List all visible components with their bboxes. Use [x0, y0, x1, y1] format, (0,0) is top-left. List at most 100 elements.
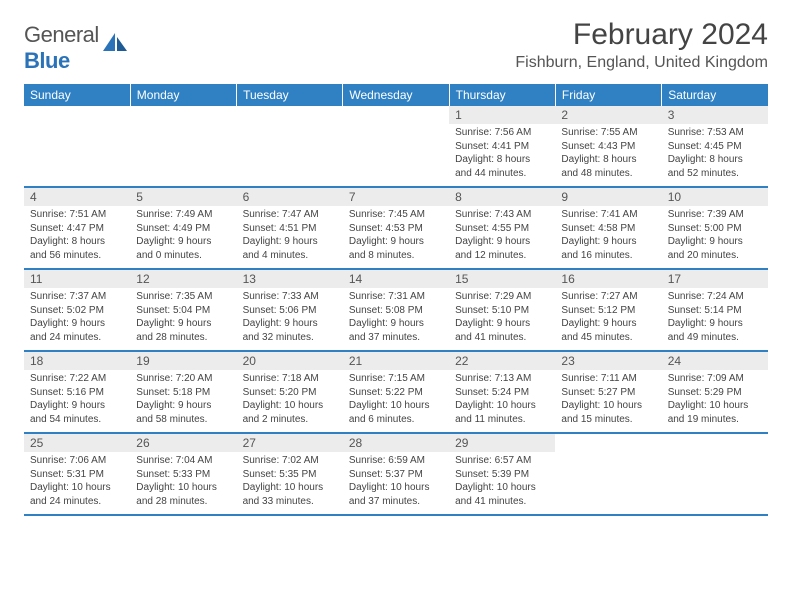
sunset-line: Sunset: 5:00 PM: [668, 222, 762, 236]
day-number: 22: [449, 352, 555, 370]
sunrise-line: Sunrise: 7:33 AM: [243, 290, 337, 304]
daylight-line: Daylight: 9 hours and 12 minutes.: [455, 235, 549, 262]
day-number: 8: [449, 188, 555, 206]
sunset-line: Sunset: 5:31 PM: [30, 468, 124, 482]
sunset-line: Sunset: 5:33 PM: [136, 468, 230, 482]
day-content: Sunrise: 7:49 AMSunset: 4:49 PMDaylight:…: [130, 206, 236, 268]
day-cell: 12Sunrise: 7:35 AMSunset: 5:04 PMDayligh…: [130, 269, 236, 351]
day-content: Sunrise: 7:35 AMSunset: 5:04 PMDaylight:…: [130, 288, 236, 350]
day-cell: [237, 106, 343, 187]
sunrise-line: Sunrise: 7:29 AM: [455, 290, 549, 304]
sunrise-line: Sunrise: 7:20 AM: [136, 372, 230, 386]
sunset-line: Sunset: 5:12 PM: [561, 304, 655, 318]
day-cell: 3Sunrise: 7:53 AMSunset: 4:45 PMDaylight…: [662, 106, 768, 187]
day-content: Sunrise: 7:45 AMSunset: 4:53 PMDaylight:…: [343, 206, 449, 268]
sunrise-line: Sunrise: 7:56 AM: [455, 126, 549, 140]
sunrise-line: Sunrise: 7:18 AM: [243, 372, 337, 386]
day-number: 24: [662, 352, 768, 370]
sunrise-line: Sunrise: 7:24 AM: [668, 290, 762, 304]
day-number: [343, 106, 449, 124]
day-content: Sunrise: 7:51 AMSunset: 4:47 PMDaylight:…: [24, 206, 130, 268]
sunset-line: Sunset: 5:02 PM: [30, 304, 124, 318]
week-row: 1Sunrise: 7:56 AMSunset: 4:41 PMDaylight…: [24, 106, 768, 187]
sunset-line: Sunset: 5:37 PM: [349, 468, 443, 482]
daylight-line: Daylight: 9 hours and 24 minutes.: [30, 317, 124, 344]
sunset-line: Sunset: 5:04 PM: [136, 304, 230, 318]
day-cell: 16Sunrise: 7:27 AMSunset: 5:12 PMDayligh…: [555, 269, 661, 351]
day-header-row: Sunday Monday Tuesday Wednesday Thursday…: [24, 84, 768, 106]
sunset-line: Sunset: 5:22 PM: [349, 386, 443, 400]
daylight-line: Daylight: 10 hours and 11 minutes.: [455, 399, 549, 426]
day-header-friday: Friday: [555, 84, 661, 106]
day-number: [130, 106, 236, 124]
day-number: 9: [555, 188, 661, 206]
day-number: [24, 106, 130, 124]
sunrise-line: Sunrise: 7:15 AM: [349, 372, 443, 386]
day-cell: 2Sunrise: 7:55 AMSunset: 4:43 PMDaylight…: [555, 106, 661, 187]
daylight-line: Daylight: 9 hours and 8 minutes.: [349, 235, 443, 262]
day-number: 26: [130, 434, 236, 452]
sunrise-line: Sunrise: 7:45 AM: [349, 208, 443, 222]
day-cell: 1Sunrise: 7:56 AMSunset: 4:41 PMDaylight…: [449, 106, 555, 187]
day-cell: [24, 106, 130, 187]
daylight-line: Daylight: 9 hours and 54 minutes.: [30, 399, 124, 426]
day-content: Sunrise: 7:13 AMSunset: 5:24 PMDaylight:…: [449, 370, 555, 432]
day-cell: 27Sunrise: 7:02 AMSunset: 5:35 PMDayligh…: [237, 433, 343, 515]
day-number: 20: [237, 352, 343, 370]
sunrise-line: Sunrise: 7:11 AM: [561, 372, 655, 386]
sunrise-line: Sunrise: 7:27 AM: [561, 290, 655, 304]
brand-logo: General Blue: [24, 18, 129, 74]
day-cell: 10Sunrise: 7:39 AMSunset: 5:00 PMDayligh…: [662, 187, 768, 269]
day-cell: [343, 106, 449, 187]
daylight-line: Daylight: 9 hours and 4 minutes.: [243, 235, 337, 262]
sunrise-line: Sunrise: 7:41 AM: [561, 208, 655, 222]
daylight-line: Daylight: 9 hours and 0 minutes.: [136, 235, 230, 262]
day-content: Sunrise: 7:55 AMSunset: 4:43 PMDaylight:…: [555, 124, 661, 186]
sunset-line: Sunset: 5:08 PM: [349, 304, 443, 318]
day-content: Sunrise: 7:24 AMSunset: 5:14 PMDaylight:…: [662, 288, 768, 350]
daylight-line: Daylight: 9 hours and 41 minutes.: [455, 317, 549, 344]
day-number: 28: [343, 434, 449, 452]
day-number: 13: [237, 270, 343, 288]
title-block: February 2024 Fishburn, England, United …: [515, 18, 768, 72]
sunrise-line: Sunrise: 7:55 AM: [561, 126, 655, 140]
sunrise-line: Sunrise: 7:47 AM: [243, 208, 337, 222]
brand-part1: General: [24, 22, 99, 47]
week-row: 25Sunrise: 7:06 AMSunset: 5:31 PMDayligh…: [24, 433, 768, 515]
day-number: 10: [662, 188, 768, 206]
sunrise-line: Sunrise: 6:57 AM: [455, 454, 549, 468]
day-content: Sunrise: 7:20 AMSunset: 5:18 PMDaylight:…: [130, 370, 236, 432]
sunrise-line: Sunrise: 7:09 AM: [668, 372, 762, 386]
sunrise-line: Sunrise: 7:13 AM: [455, 372, 549, 386]
sunset-line: Sunset: 5:39 PM: [455, 468, 549, 482]
sunset-line: Sunset: 5:14 PM: [668, 304, 762, 318]
header: General Blue February 2024 Fishburn, Eng…: [24, 18, 768, 74]
day-content: Sunrise: 7:11 AMSunset: 5:27 PMDaylight:…: [555, 370, 661, 432]
day-cell: [555, 433, 661, 515]
daylight-line: Daylight: 9 hours and 45 minutes.: [561, 317, 655, 344]
day-number: [555, 434, 661, 452]
day-cell: 19Sunrise: 7:20 AMSunset: 5:18 PMDayligh…: [130, 351, 236, 433]
sunset-line: Sunset: 5:10 PM: [455, 304, 549, 318]
day-content: Sunrise: 7:22 AMSunset: 5:16 PMDaylight:…: [24, 370, 130, 432]
day-number: 16: [555, 270, 661, 288]
day-cell: [662, 433, 768, 515]
day-content: Sunrise: 7:33 AMSunset: 5:06 PMDaylight:…: [237, 288, 343, 350]
day-number: 21: [343, 352, 449, 370]
day-cell: [130, 106, 236, 187]
day-header-wednesday: Wednesday: [343, 84, 449, 106]
sunrise-line: Sunrise: 7:37 AM: [30, 290, 124, 304]
day-cell: 26Sunrise: 7:04 AMSunset: 5:33 PMDayligh…: [130, 433, 236, 515]
sunset-line: Sunset: 5:35 PM: [243, 468, 337, 482]
day-content: Sunrise: 7:27 AMSunset: 5:12 PMDaylight:…: [555, 288, 661, 350]
day-content: Sunrise: 7:31 AMSunset: 5:08 PMDaylight:…: [343, 288, 449, 350]
day-number: 15: [449, 270, 555, 288]
daylight-line: Daylight: 9 hours and 28 minutes.: [136, 317, 230, 344]
week-row: 18Sunrise: 7:22 AMSunset: 5:16 PMDayligh…: [24, 351, 768, 433]
calendar-table: Sunday Monday Tuesday Wednesday Thursday…: [24, 84, 768, 516]
daylight-line: Daylight: 8 hours and 48 minutes.: [561, 153, 655, 180]
daylight-line: Daylight: 9 hours and 32 minutes.: [243, 317, 337, 344]
sunset-line: Sunset: 4:47 PM: [30, 222, 124, 236]
sunrise-line: Sunrise: 7:22 AM: [30, 372, 124, 386]
daylight-line: Daylight: 9 hours and 58 minutes.: [136, 399, 230, 426]
